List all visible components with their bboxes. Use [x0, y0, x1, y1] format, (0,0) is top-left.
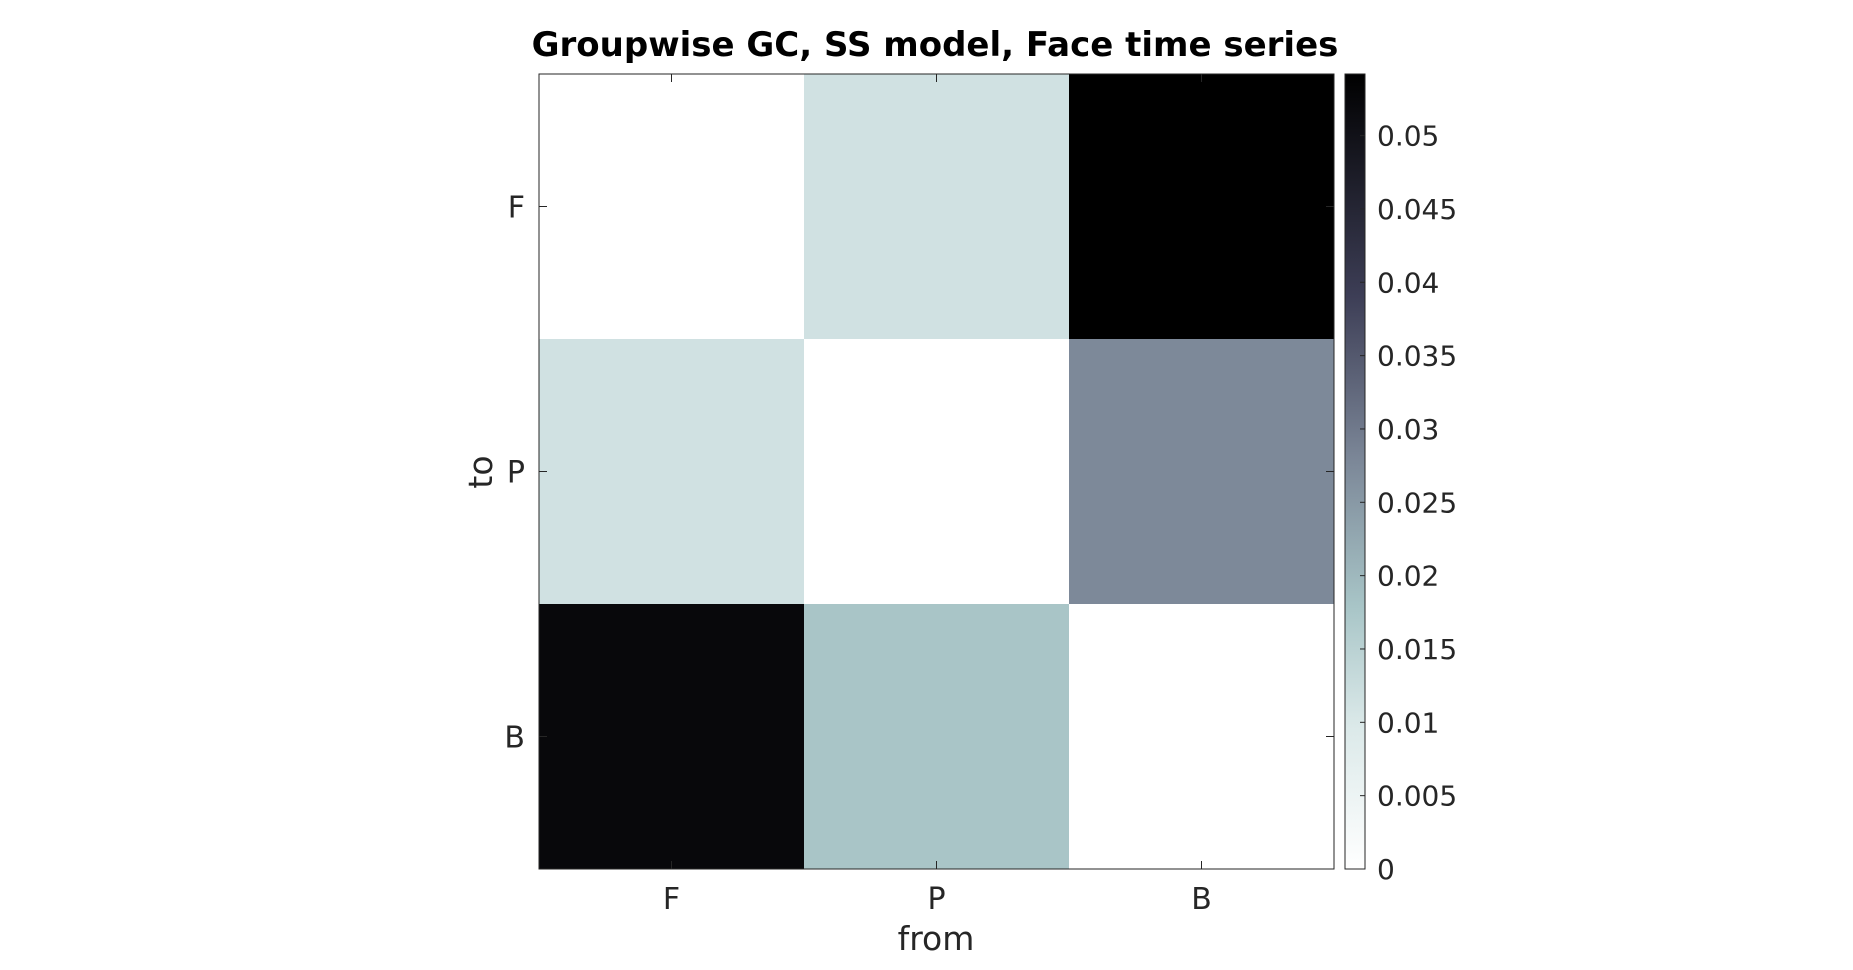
colorbar-tick-label: 0.02	[1377, 560, 1439, 593]
y-tick-label: F	[508, 191, 525, 226]
colorbar-tick-label: 0.025	[1377, 486, 1457, 519]
axis-ticks	[539, 74, 1334, 869]
colorbar-tick-label: 0.015	[1377, 633, 1457, 666]
colorbar-tick-label: 0.05	[1377, 120, 1439, 153]
heatmap-cell	[1069, 339, 1335, 605]
x-tick-label: P	[927, 882, 945, 917]
heatmap-cell	[1069, 74, 1335, 340]
colorbar-tick-label: 0.03	[1377, 413, 1439, 446]
y-tick-label: B	[504, 721, 525, 756]
x-tick-label: B	[1191, 882, 1212, 917]
heatmap-cell	[804, 74, 1070, 340]
x-axis-label: from	[898, 919, 975, 958]
x-tick-label: F	[663, 882, 680, 917]
heatmap-cell	[804, 339, 1070, 605]
heatmap-cell	[804, 604, 1070, 870]
colorbar-tick-label: 0.045	[1377, 193, 1457, 226]
colorbar-tick-label: 0.005	[1377, 780, 1457, 813]
colorbar-tick-label: 0.04	[1377, 266, 1439, 299]
colorbar-ticks: 0 0.005 0.01 0.015 0.02 0.025 0.03 0.035 0.04 0.0…	[1360, 120, 1457, 886]
chart-title: Groupwise GC, SS model, Face time series	[532, 25, 1339, 65]
y-axis-label: to	[461, 455, 500, 488]
y-tick-labels: F P B	[504, 191, 525, 756]
heatmap-cell	[539, 74, 805, 340]
colorbar-tick-label: 0.01	[1377, 706, 1439, 739]
colorbar-tick-label: 0	[1377, 853, 1395, 886]
heatmap-cell	[539, 339, 805, 605]
heatmap-cell	[1069, 604, 1335, 870]
colorbar	[1344, 73, 1366, 870]
heatmap-cells	[539, 74, 1335, 870]
colorbar-tick-label: 0.035	[1377, 340, 1457, 373]
y-tick-label: P	[507, 456, 525, 491]
heatmap-cell	[539, 604, 805, 870]
